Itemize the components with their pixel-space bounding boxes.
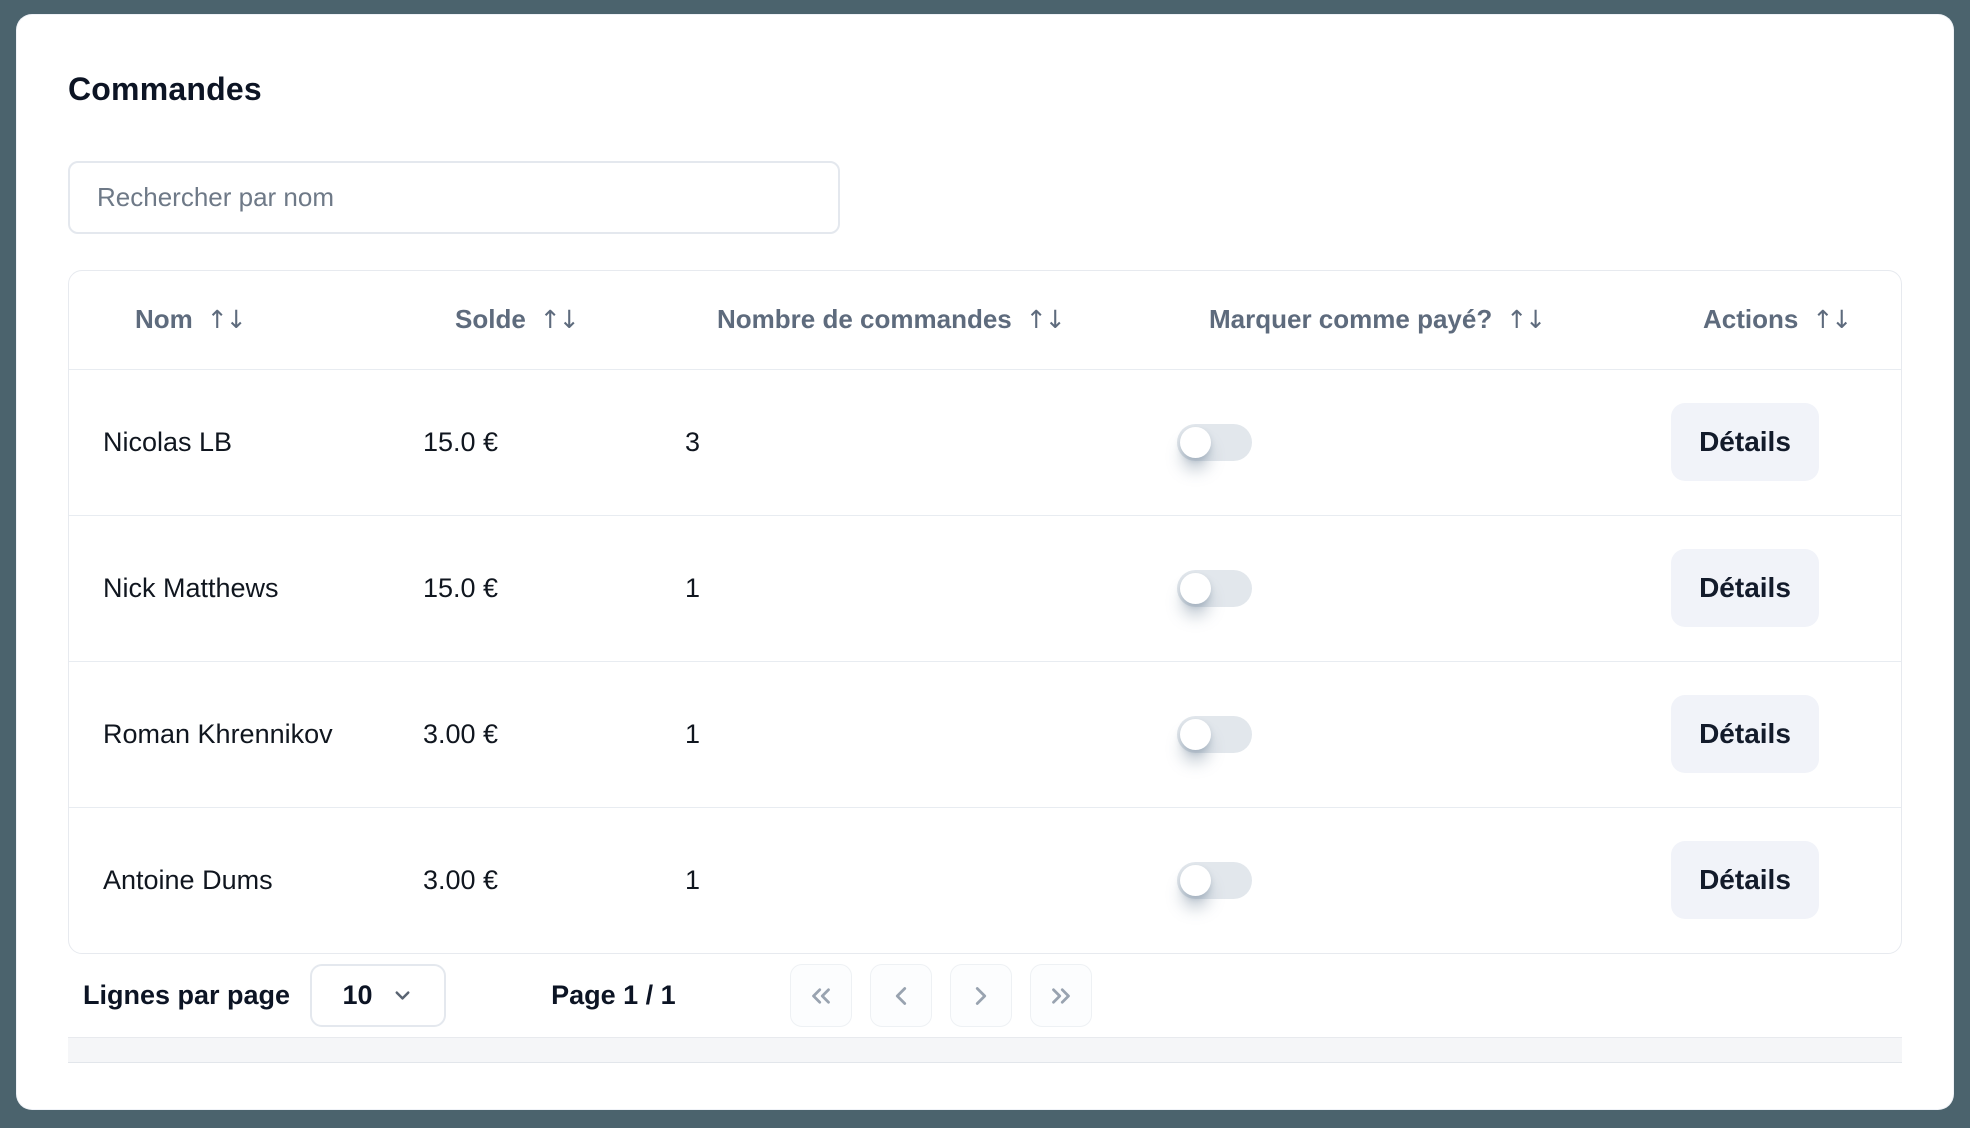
paid-toggle[interactable]	[1177, 423, 1252, 461]
column-label: Solde	[455, 304, 526, 335]
page-title: Commandes	[68, 71, 262, 107]
cell-orders-count: 1	[651, 514, 1143, 661]
cell-balance: 3.00 €	[389, 660, 651, 807]
column-header-solde[interactable]: Solde ↑↓	[455, 304, 580, 335]
toggle-knob	[1180, 718, 1211, 750]
column-label: Nombre de commandes	[717, 304, 1012, 335]
last-page-button[interactable]	[1029, 964, 1092, 1027]
cell-orders-count: 1	[651, 806, 1143, 953]
previous-page-button[interactable]	[869, 964, 932, 1027]
cell-name: Antoine Dums	[69, 806, 389, 953]
horizontal-scrollbar-track[interactable]	[68, 1037, 1902, 1063]
table-row: Nick Matthews 15.0 € 1 Détails	[69, 514, 1901, 661]
sort-icon: ↑↓	[1025, 305, 1066, 335]
paid-toggle[interactable]	[1177, 569, 1252, 607]
pager	[789, 964, 1092, 1027]
first-page-button[interactable]	[789, 964, 852, 1027]
chevrons-right-icon	[1046, 981, 1076, 1011]
toggle-knob	[1180, 572, 1211, 604]
sort-icon: ↑↓	[206, 305, 247, 335]
cell-balance: 3.00 €	[389, 806, 651, 953]
search-wrap	[68, 161, 1902, 234]
chevrons-left-icon	[806, 981, 836, 1011]
paid-toggle[interactable]	[1177, 715, 1252, 753]
orders-card: Commandes Nom ↑↓ Solde ↑↓ Nombre de comm…	[16, 14, 1954, 1110]
column-label: Marquer comme payé?	[1209, 304, 1493, 335]
column-header-marquer-comme-paye[interactable]: Marquer comme payé? ↑↓	[1209, 304, 1546, 335]
table-row: Roman Khrennikov 3.00 € 1 Détails	[69, 660, 1901, 807]
toggle-knob	[1180, 426, 1211, 458]
details-button[interactable]: Détails	[1671, 841, 1819, 920]
table-header-row: Nom ↑↓ Solde ↑↓ Nombre de commandes ↑↓ M…	[69, 271, 1901, 370]
table-row: Nicolas LB 15.0 € 3 Détails	[69, 369, 1901, 515]
sort-icon: ↑↓	[1506, 305, 1546, 335]
paid-toggle[interactable]	[1177, 861, 1252, 899]
chevron-left-icon	[886, 981, 916, 1011]
rows-per-page-value: 10	[342, 980, 373, 1010]
column-header-nom[interactable]: Nom ↑↓	[135, 304, 247, 335]
column-header-nombre-de-commandes[interactable]: Nombre de commandes ↑↓	[717, 304, 1066, 335]
sort-icon: ↑↓	[1812, 305, 1852, 335]
chevron-right-icon	[966, 981, 996, 1011]
cell-orders-count: 1	[651, 660, 1143, 807]
cell-balance: 15.0 €	[423, 426, 499, 457]
orders-table: Nom ↑↓ Solde ↑↓ Nombre de commandes ↑↓ M…	[68, 270, 1902, 954]
next-page-button[interactable]	[949, 964, 1012, 1027]
search-input[interactable]	[68, 161, 840, 234]
details-button[interactable]: Détails	[1671, 695, 1819, 773]
rows-per-page-label: Lignes par page	[83, 980, 291, 1010]
cell-balance: 15.0 €	[389, 514, 651, 661]
cell-name: Roman Khrennikov	[69, 660, 389, 807]
table-footer: Lignes par page 10 Page 1 / 1	[68, 954, 1902, 1037]
page-indicator: Page 1 / 1	[551, 980, 676, 1010]
column-header-actions[interactable]: Actions ↑↓	[1703, 304, 1852, 335]
details-button[interactable]: Détails	[1671, 549, 1819, 627]
rows-per-page-select[interactable]: 10	[310, 964, 447, 1027]
column-label: Nom	[135, 304, 193, 335]
toggle-knob	[1180, 864, 1211, 896]
cell-name: Nicolas LB	[103, 426, 233, 457]
table-row: Antoine Dums 3.00 € 1 Détails	[69, 806, 1901, 953]
cell-orders-count: 3	[685, 426, 701, 457]
sort-icon: ↑↓	[539, 305, 580, 335]
chevron-down-icon	[391, 984, 414, 1007]
details-button[interactable]: Détails	[1671, 403, 1819, 481]
column-label: Actions	[1703, 304, 1799, 335]
cell-name: Nick Matthews	[69, 514, 389, 661]
